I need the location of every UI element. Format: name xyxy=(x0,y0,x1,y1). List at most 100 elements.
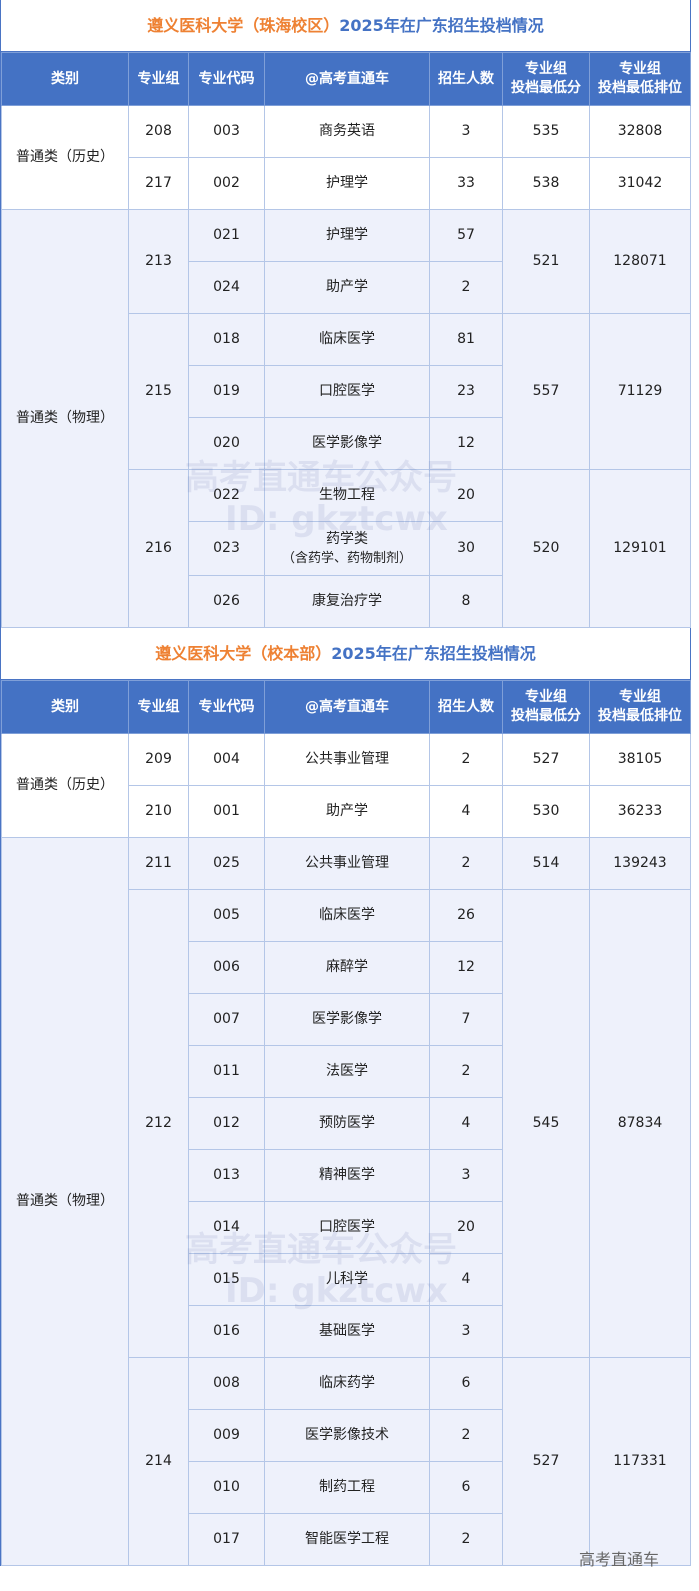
major-cell: 精神医学 xyxy=(264,1149,430,1202)
table-row: 020 医学影像学 12 xyxy=(2,417,691,470)
count-cell: 57 xyxy=(429,209,503,262)
major-name: 麻醉学 xyxy=(326,959,368,975)
group-cell: 212 xyxy=(128,889,189,1358)
major-cell: 基础医学 xyxy=(264,1305,430,1358)
major-cell: 制药工程 xyxy=(264,1461,430,1514)
count-cell: 2 xyxy=(429,1513,503,1566)
header-min-score: 专业组 投档最低分 xyxy=(502,52,590,106)
count-cell: 8 xyxy=(429,575,503,628)
count-cell: 81 xyxy=(429,313,503,366)
major-name: 生物工程 xyxy=(319,487,375,503)
major-name: 公共事业管理 xyxy=(305,855,389,871)
major-cell: 助产学 xyxy=(264,261,430,314)
major-cell: 医学影像技术 xyxy=(264,1409,430,1462)
major-cell: 智能医学工程 xyxy=(264,1513,430,1566)
table-row: 019 口腔医学 23 xyxy=(2,365,691,418)
major-name: 口腔医学 xyxy=(319,383,375,399)
corner-label: 高考直通车 xyxy=(578,1550,659,1569)
major-name: 法医学 xyxy=(326,1063,368,1079)
table-row: 007 医学影像学 7 xyxy=(2,993,691,1046)
min-rank-cell: 31042 xyxy=(589,157,691,210)
count-cell: 2 xyxy=(429,261,503,314)
header-line: 专业组 xyxy=(619,689,661,705)
group-cell: 210 xyxy=(128,785,189,838)
count-cell: 23 xyxy=(429,365,503,418)
major-cell: 康复治疗学 xyxy=(264,575,430,628)
major-note: （含药学、药物制剂） xyxy=(281,550,412,566)
major-name: 制药工程 xyxy=(319,1479,375,1495)
table-row: 012 预防医学 4 xyxy=(2,1097,691,1150)
major-cell: 临床医学 xyxy=(264,889,430,942)
major-name: 康复治疗学 xyxy=(312,593,382,609)
min-rank-cell: 139243 xyxy=(589,837,691,890)
table-row: 212 005 临床医学 26 545 87834 xyxy=(2,889,691,1358)
count-cell: 7 xyxy=(429,993,503,1046)
table-row: 013 精神医学 3 xyxy=(2,1149,691,1202)
code-cell: 023 xyxy=(188,521,265,576)
table-row: 024 助产学 2 xyxy=(2,261,691,314)
section-title: 遵义医科大学（珠海校区）2025年在广东招生投档情况 xyxy=(1,0,690,52)
count-cell: 4 xyxy=(429,1253,503,1306)
count-cell: 6 xyxy=(429,1461,503,1514)
table-row: 006 麻醉学 12 xyxy=(2,941,691,994)
major-cell: 护理学 xyxy=(264,209,430,262)
code-cell: 015 xyxy=(188,1253,265,1306)
table-row: 普通类（物理） 211 025 公共事业管理 2 514 139243 xyxy=(1,837,691,1566)
group-cell: 216 xyxy=(128,469,189,628)
table-row: 017 智能医学工程 2 xyxy=(2,1513,691,1566)
group-cell: 208 xyxy=(128,105,189,158)
major-name: 商务英语 xyxy=(319,123,375,139)
title-rest: 2025年在广东招生投档情况 xyxy=(339,16,544,35)
table-row: 214 008 临床药学 6 527 117331 xyxy=(2,1357,691,1566)
major-name: 智能医学工程 xyxy=(305,1531,389,1547)
section-title: 遵义医科大学（校本部）2025年在广东招生投档情况 xyxy=(1,628,690,680)
min-score-cell: 535 xyxy=(502,105,590,158)
min-rank-cell: 38105 xyxy=(589,733,691,786)
group-cell: 217 xyxy=(128,157,189,210)
code-cell: 019 xyxy=(188,365,265,418)
min-score-cell: 520 xyxy=(502,469,590,628)
group-cell: 213 xyxy=(128,209,189,314)
major-cell: 预防医学 xyxy=(264,1097,430,1150)
code-cell: 008 xyxy=(188,1357,265,1410)
count-cell: 4 xyxy=(429,1097,503,1150)
header-major: @高考直通车 xyxy=(264,52,430,106)
major-name: 医学影像技术 xyxy=(305,1427,389,1443)
code-cell: 022 xyxy=(188,469,265,522)
header-group: 专业组 xyxy=(128,52,189,106)
major-name: 精神医学 xyxy=(319,1167,375,1183)
header-row: 类别 专业组 专业代码 @高考直通车 招生人数 专业组 投档最低分 专业组 投档最低排位 xyxy=(1,52,691,106)
major-name: 临床医学 xyxy=(319,907,375,923)
code-cell: 018 xyxy=(188,313,265,366)
major-cell: 儿科学 xyxy=(264,1253,430,1306)
min-score-cell: 527 xyxy=(502,1357,590,1566)
count-cell: 2 xyxy=(429,1045,503,1098)
code-cell: 017 xyxy=(188,1513,265,1566)
header-line: 投档最低排位 xyxy=(598,708,682,724)
min-score-cell: 521 xyxy=(502,209,590,314)
table-row: 210 001 助产学 4 530 36233 xyxy=(2,785,691,838)
header-category: 类别 xyxy=(1,680,129,734)
major-cell: 助产学 xyxy=(264,785,430,838)
major-cell: 临床医学 xyxy=(264,313,430,366)
code-cell: 010 xyxy=(188,1461,265,1514)
header-line: 投档最低分 xyxy=(511,708,581,724)
code-cell: 026 xyxy=(188,575,265,628)
count-cell: 30 xyxy=(429,521,503,576)
code-cell: 003 xyxy=(188,105,265,158)
major-name: 预防医学 xyxy=(319,1115,375,1131)
count-cell: 3 xyxy=(429,105,503,158)
table-row: 016 基础医学 3 xyxy=(2,1305,691,1358)
header-min-score: 专业组 投档最低分 xyxy=(502,680,590,734)
group-cell: 215 xyxy=(128,313,189,470)
major-cell: 法医学 xyxy=(264,1045,430,1098)
table-row: 026 康复治疗学 8 xyxy=(2,575,691,628)
major-cell: 临床药学 xyxy=(264,1357,430,1410)
header-min-rank: 专业组 投档最低排位 xyxy=(589,680,691,734)
major-name: 护理学 xyxy=(326,175,368,191)
major-cell: 生物工程 xyxy=(264,469,430,522)
code-cell: 001 xyxy=(188,785,265,838)
count-cell: 4 xyxy=(429,785,503,838)
header-min-rank: 专业组 投档最低排位 xyxy=(589,52,691,106)
admission-table: 类别 专业组 专业代码 @高考直通车 招生人数 专业组 投档最低分 专业组 投档最低排位 普通类（… xyxy=(1,52,691,628)
